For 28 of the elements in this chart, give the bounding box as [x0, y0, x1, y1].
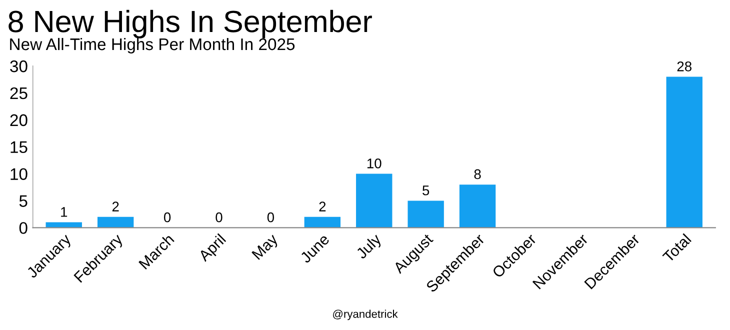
bar — [459, 184, 496, 228]
data-label: 10 — [367, 158, 382, 168]
y-tick-label: 5 — [19, 195, 28, 207]
y-tick-label: 10 — [10, 168, 28, 180]
bar — [356, 174, 392, 228]
bar — [304, 216, 341, 228]
y-tick-label: 20 — [10, 114, 28, 126]
x-tick-label: July — [355, 232, 384, 262]
data-label: 0 — [164, 212, 171, 222]
chart-subtitle: New All-Time Highs Per Month In 2025 — [10, 38, 295, 54]
data-label: 2 — [319, 202, 326, 212]
data-label: 0 — [267, 212, 274, 222]
bar — [408, 200, 444, 228]
bar — [666, 76, 702, 228]
text: @ryandetrick — [333, 310, 398, 320]
data-label: 28 — [677, 62, 692, 72]
data-label: 2 — [112, 202, 119, 212]
x-tick-label: May — [252, 232, 281, 262]
data-label: 8 — [474, 169, 481, 180]
y-tick-label: 25 — [10, 87, 28, 100]
data-label: 5 — [422, 186, 430, 196]
data-label: 0 — [216, 212, 222, 222]
y-tick-label: 30 — [10, 60, 28, 72]
data-label: 1 — [61, 207, 68, 217]
bar — [97, 216, 134, 228]
y-tick-label: 15 — [10, 141, 28, 154]
chart-title: 8 New Highs In September — [8, 10, 372, 38]
y-tick-label: 0 — [19, 222, 28, 234]
